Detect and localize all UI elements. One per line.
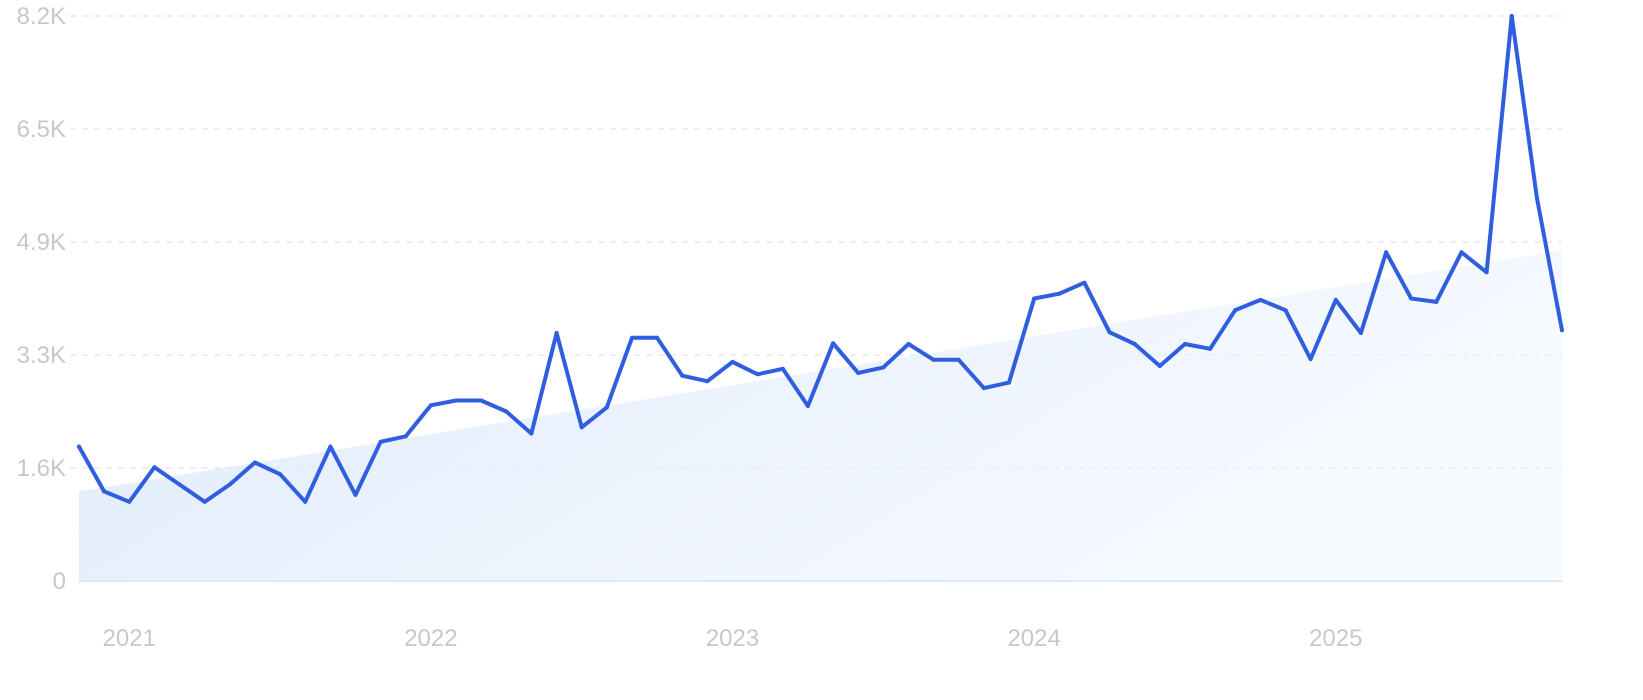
data-point <box>1409 296 1414 301</box>
data-point <box>77 444 81 449</box>
y-axis-ticks: 0 1.6K 3.3K 4.9K 6.5K 8.2K <box>17 3 66 595</box>
data-point <box>1358 331 1363 335</box>
data-point <box>554 331 559 335</box>
y-tick-label: 6.5K <box>17 116 66 143</box>
data-point <box>102 489 107 494</box>
data-point <box>1283 308 1288 313</box>
x-tick-label: 2023 <box>706 625 759 652</box>
data-point <box>931 357 936 362</box>
data-point <box>1057 291 1062 296</box>
data-point <box>755 372 760 377</box>
data-point <box>252 460 257 465</box>
data-point <box>1132 342 1137 346</box>
x-tick-label: 2025 <box>1309 625 1362 652</box>
data-point <box>202 499 207 504</box>
y-tick-label: 3.3K <box>17 342 66 369</box>
data-point <box>831 341 836 346</box>
data-point <box>1258 297 1263 302</box>
trend-band <box>79 250 1562 581</box>
data-point <box>1007 380 1011 385</box>
data-point <box>1509 14 1514 18</box>
data-point <box>1434 299 1439 304</box>
data-point <box>529 431 534 436</box>
data-point <box>805 404 810 408</box>
trend-area <box>79 250 1562 581</box>
data-point <box>780 366 785 371</box>
data-point <box>956 357 961 362</box>
y-tick-label: 8.2K <box>17 3 66 30</box>
data-point <box>227 482 232 487</box>
y-tick-label: 4.9K <box>17 229 66 256</box>
data-point <box>303 499 308 504</box>
data-point <box>981 386 986 391</box>
data-point <box>1384 250 1389 255</box>
data-point <box>353 492 358 497</box>
data-point <box>881 365 886 370</box>
data-point <box>1459 250 1464 255</box>
data-point <box>1208 346 1213 351</box>
data-point <box>328 444 333 449</box>
data-point <box>1082 280 1087 285</box>
x-axis-ticks: 2021 2022 2023 2024 2025 <box>103 625 1363 652</box>
data-point <box>680 373 685 378</box>
x-tick-label: 2021 <box>103 625 156 652</box>
data-point <box>655 335 660 340</box>
data-point <box>1560 328 1564 333</box>
data-point <box>428 403 433 408</box>
data-point <box>454 398 458 403</box>
data-point <box>378 439 383 444</box>
data-point <box>127 499 132 504</box>
data-point <box>479 398 484 403</box>
data-point <box>152 465 157 470</box>
data-point <box>1333 297 1338 302</box>
data-point <box>1032 296 1037 301</box>
data-point <box>1157 364 1162 368</box>
series-line <box>77 14 1564 504</box>
y-tick-label: 1.6K <box>17 455 66 482</box>
data-point <box>1233 308 1238 313</box>
x-tick-label: 2022 <box>404 625 457 652</box>
data-point <box>1534 195 1539 200</box>
data-point <box>278 472 283 477</box>
data-point <box>1183 342 1187 346</box>
data-point <box>579 425 584 430</box>
data-point <box>630 335 634 340</box>
data-point <box>403 434 408 439</box>
data-point <box>1484 270 1489 275</box>
data-point <box>906 342 911 346</box>
data-point <box>504 409 509 414</box>
data-point <box>1308 357 1313 362</box>
data-point <box>705 379 710 384</box>
data-point <box>177 482 182 487</box>
data-point <box>1107 330 1112 335</box>
data-point <box>604 405 609 410</box>
x-tick-label: 2024 <box>1007 625 1060 652</box>
series-layer <box>77 14 1564 504</box>
y-tick-label: 0 <box>53 568 66 595</box>
data-point <box>730 359 735 364</box>
data-point <box>856 370 861 375</box>
